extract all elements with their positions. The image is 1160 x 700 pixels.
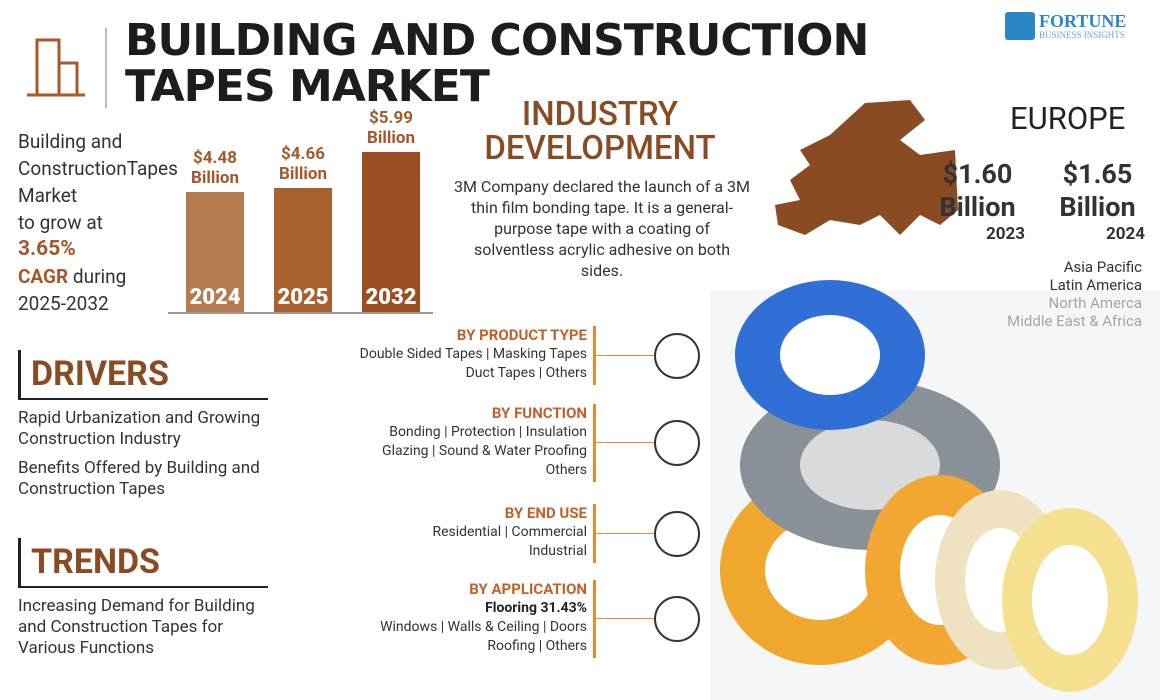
segment-icon: [654, 510, 700, 557]
driver: Benefits Offered by Building and Constru…: [18, 458, 260, 499]
connector: [596, 354, 654, 356]
brand: FORTUNE BUSINESS INSIGHTS: [1005, 12, 1145, 40]
region-stat: $1.65 Billion 2024: [1050, 158, 1145, 244]
segment-line: Roofing | Others: [487, 638, 587, 654]
segment-line: Windows | Walls & Ceiling | Doors: [380, 619, 587, 635]
segment-line: Others: [545, 462, 587, 478]
summary: Building and ConstructionTapes Market to gr…: [18, 128, 178, 317]
summary-line: Building and: [18, 130, 123, 153]
trend: Increasing Demand for Building and Const…: [18, 596, 255, 658]
region-stats: $1.60 Billion 2023 $1.65 Billion 2024: [930, 158, 1145, 244]
drivers-title: DRIVERS: [18, 350, 268, 400]
brand-sub: BUSINESS INSIGHTS: [1039, 30, 1125, 40]
value-label: $5.99 Billion: [367, 108, 415, 148]
x-tick-label: 2024: [189, 285, 241, 310]
segment-icon: [654, 332, 700, 379]
segment: BY FUNCTION Bonding | Protection | Insula…: [287, 404, 587, 480]
segment: BY END USE Residential | Commercial Indust…: [287, 504, 587, 561]
divider: [105, 28, 107, 108]
segment-title: BY END USE: [504, 504, 587, 522]
summary-lines: Building and ConstructionTapes Market to gr…: [18, 128, 178, 236]
cagr-label: CAGR: [18, 265, 69, 288]
industry-title: INDUSTRY DEVELOPMENT: [484, 95, 716, 168]
title: BUILDING AND CONSTRUCTION TAPES MARKET: [125, 15, 869, 112]
segment-line: Bonding | Protection | Insulation: [389, 424, 587, 440]
segment-bar: [593, 404, 596, 482]
driver: Rapid Urbanization and Growing Construct…: [18, 408, 261, 449]
segment-line: Double Sided Tapes | Masking Tapes: [359, 346, 587, 362]
trends-title: TRENDS: [18, 538, 268, 588]
connector: [596, 618, 654, 619]
period: 2025-2032: [18, 292, 109, 315]
bar: [274, 187, 332, 312]
segment-line: Glazing | Sound & Water Proofing: [382, 443, 587, 459]
x-tick-label: 2025: [277, 285, 329, 310]
region: Asia Pacific: [1063, 258, 1142, 276]
cagr-line: CAGR during: [18, 263, 178, 290]
segment-highlight: Flooring 31.43%: [485, 600, 587, 616]
region-name: EUROPE: [1010, 100, 1126, 137]
segment-bar: [593, 326, 596, 385]
segment-line: Duct Tapes | Others: [465, 365, 587, 381]
building-icon: [27, 38, 85, 97]
summary-line: Market: [18, 184, 78, 207]
segment-line: Industrial: [528, 543, 587, 559]
region: Latin America: [1049, 276, 1142, 294]
segment-title: BY APPLICATION: [469, 580, 587, 598]
value-label: $4.66 Billion: [279, 143, 327, 184]
summary-line: to grow at: [18, 211, 103, 234]
bar: [186, 192, 244, 312]
segment: BY APPLICATION Flooring 31.43% Windows | W…: [287, 580, 587, 656]
segment-title: BY FUNCTION: [491, 404, 587, 422]
drivers: DRIVERS Rapid Urbanization and Growing Co…: [18, 350, 278, 500]
segment-bar: [593, 504, 596, 563]
cagr: 3.65%: [18, 237, 76, 261]
during: during: [72, 265, 127, 288]
segment-icon: [654, 420, 700, 466]
stat-year: 2024: [1105, 224, 1145, 244]
region-stat: $1.60 Billion 2023: [930, 158, 1025, 244]
bar: [362, 152, 420, 312]
x-tick-label: 2032: [365, 285, 417, 310]
brand-logo: [1005, 12, 1035, 40]
europe-map: [775, 100, 958, 235]
stat-value: $1.65 Billion: [1059, 158, 1136, 223]
segment: BY PRODUCT TYPE Double Sided Tapes | Mask…: [287, 326, 587, 383]
bar-chart: $4.48 Billion 2024 $4.66 Billion 2025 $5.99 …: [168, 100, 433, 314]
segment-icon: [654, 596, 700, 642]
stat-value: $1.60 Billion: [939, 158, 1016, 223]
segment-title: BY PRODUCT TYPE: [456, 326, 587, 344]
connector: [596, 532, 654, 534]
industry-text: 3M Company declared the launch of a 3M t…: [454, 177, 750, 280]
stat-year: 2023: [985, 224, 1025, 244]
connector: [596, 442, 654, 443]
segment-line: Residential | Commercial: [432, 524, 587, 540]
trends: TRENDS Increasing Demand for Building and…: [18, 538, 268, 659]
brand-name: FORTUNE: [1039, 11, 1127, 31]
summary-line: ConstructionTapes: [18, 157, 178, 180]
segment-bar: [593, 580, 596, 658]
tapes-image: [710, 280, 1160, 700]
value-label: $4.48 Billion: [191, 148, 239, 189]
